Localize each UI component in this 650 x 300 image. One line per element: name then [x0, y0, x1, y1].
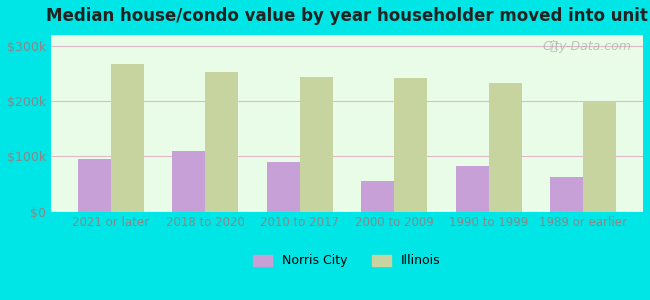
Bar: [489, 83, 522, 212]
Title: Median house/condo value by year householder moved into unit: Median house/condo value by year househo…: [46, 7, 648, 25]
Bar: [205, 72, 239, 212]
Legend: Norris City, Illinois: Norris City, Illinois: [248, 249, 446, 272]
Bar: [300, 77, 333, 212]
Text: ⓘ: ⓘ: [550, 40, 557, 53]
Bar: [172, 151, 205, 212]
Bar: [550, 177, 583, 211]
Bar: [78, 159, 111, 211]
Bar: [456, 166, 489, 212]
Bar: [394, 78, 427, 211]
Bar: [583, 101, 616, 212]
Bar: [111, 64, 144, 212]
Text: City-Data.com: City-Data.com: [542, 40, 631, 53]
Bar: [361, 181, 394, 211]
Bar: [266, 162, 300, 212]
